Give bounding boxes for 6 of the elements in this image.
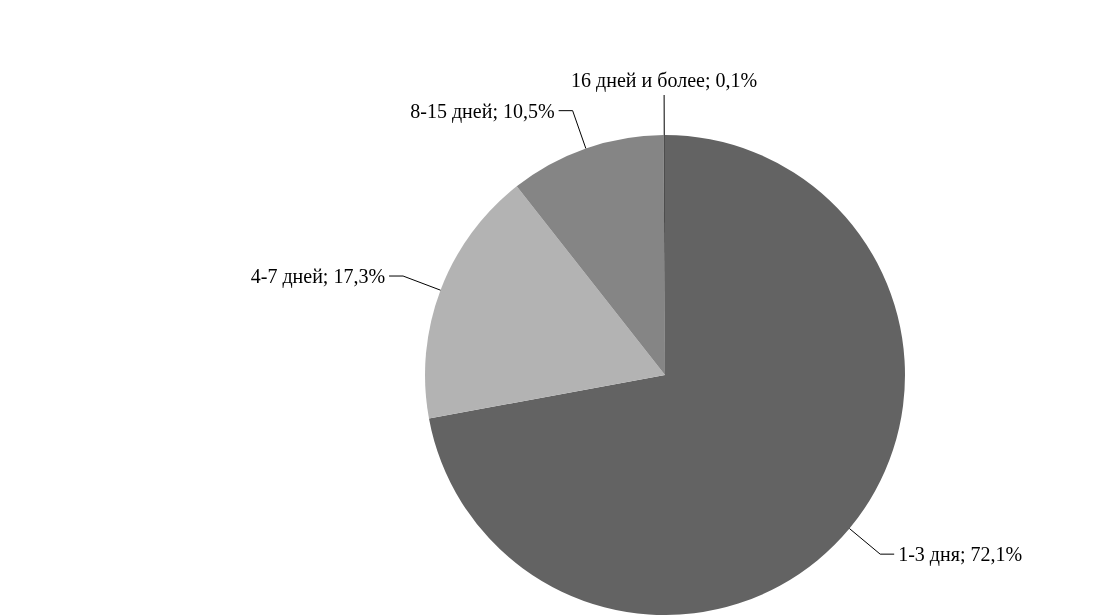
slice-label: 8-15 дней; 10,5% bbox=[410, 99, 555, 123]
slice-label: 4-7 дней; 17,3% bbox=[250, 265, 386, 289]
pie-slice bbox=[425, 186, 665, 419]
slice-label: 16 дней и более; 0,1% bbox=[571, 69, 758, 92]
slice-label: 1-3 дня; 72,1% bbox=[898, 543, 1023, 567]
pie-slice bbox=[516, 135, 665, 375]
